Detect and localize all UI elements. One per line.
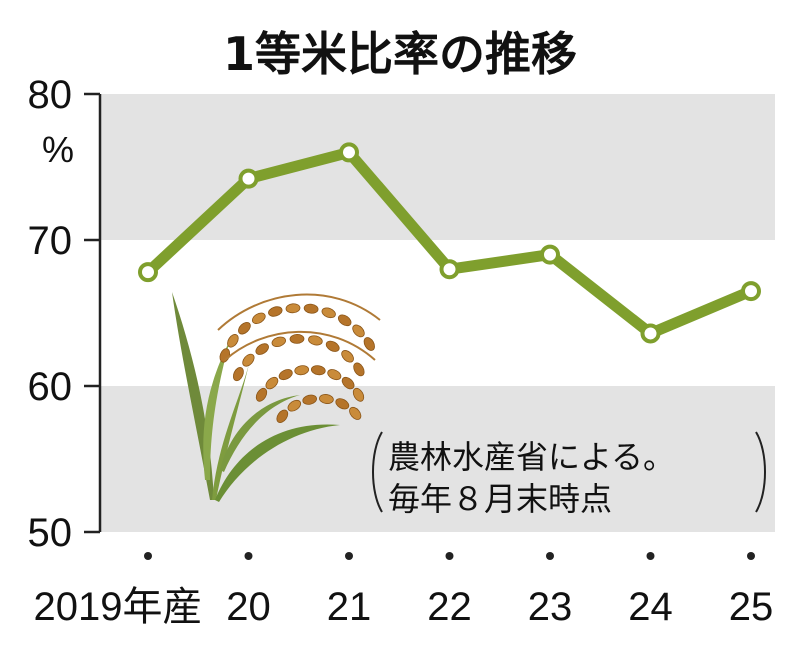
data-point-2019年産 xyxy=(138,262,158,283)
rice-grain xyxy=(287,399,302,412)
x-tick-label-21: 21 xyxy=(327,585,372,629)
y-tick-label-80: 80 xyxy=(28,73,73,117)
y-tick-labels: 50 60 70 80 xyxy=(28,73,73,555)
rice-plant-illustration xyxy=(172,292,381,502)
chart-title: 1等米比率の推移 xyxy=(223,27,577,81)
rice-grains xyxy=(217,293,381,423)
source-note-line-1: 農林水産省による。 xyxy=(388,438,675,476)
rice-grain xyxy=(276,409,289,423)
y-ticks xyxy=(84,92,100,534)
rice-grain xyxy=(232,367,244,382)
rice-grain xyxy=(278,369,293,381)
source-note: 農林水産省による。 毎年８月末時点 xyxy=(372,431,766,518)
x-dot-21 xyxy=(345,552,353,560)
series-markers xyxy=(138,142,761,344)
x-tick-label-2019年産: 2019年産 xyxy=(34,585,203,629)
x-tick-label-20: 20 xyxy=(226,585,271,629)
rice-grain xyxy=(242,353,255,367)
x-tick-label-24: 24 xyxy=(628,585,673,629)
y-tick-label-60: 60 xyxy=(28,365,73,409)
rice-grain xyxy=(271,336,287,347)
rice-grain xyxy=(268,306,283,317)
rice-grain xyxy=(327,369,342,381)
rice-grain xyxy=(319,394,334,404)
rice-grain xyxy=(265,376,279,390)
rice-grain xyxy=(310,365,326,376)
rice-grain xyxy=(363,337,375,351)
panicle-stem xyxy=(224,330,376,361)
rice-grain xyxy=(341,376,355,390)
data-point-25 xyxy=(741,281,761,302)
x-tick-label-22: 22 xyxy=(427,585,472,629)
rice-grain xyxy=(341,350,354,363)
x-dot-2019年産 xyxy=(144,552,152,560)
rice-grain xyxy=(255,343,269,355)
data-point-21 xyxy=(339,142,359,163)
x-dot-24 xyxy=(646,552,655,560)
x-tick-label-25: 25 xyxy=(729,585,774,629)
data-point-24 xyxy=(640,323,661,344)
data-point-22 xyxy=(439,259,460,280)
x-dot-25 xyxy=(747,552,755,560)
rice-grain xyxy=(255,387,268,402)
rice-grain xyxy=(337,314,352,327)
panicle-stem xyxy=(217,293,381,331)
rice-grain xyxy=(285,303,301,314)
x-dot-22 xyxy=(445,552,454,560)
rice-grain xyxy=(227,334,239,348)
rice-grain xyxy=(321,307,336,319)
rice-grain xyxy=(289,333,305,344)
rice-grain xyxy=(335,398,350,410)
x-dot-23 xyxy=(546,552,554,560)
x-tick-label-23: 23 xyxy=(528,585,573,629)
y-tick-label-70: 70 xyxy=(28,219,73,263)
rice-grain xyxy=(353,362,365,377)
data-point-20 xyxy=(238,168,259,189)
rice-grain xyxy=(325,340,340,352)
data-point-23 xyxy=(540,244,560,265)
rice-grain xyxy=(294,365,310,376)
y-unit-label: % xyxy=(42,129,74,170)
x-dots xyxy=(144,552,755,560)
y-tick-label-50: 50 xyxy=(28,511,73,555)
source-note-line-2: 毎年８月末時点 xyxy=(388,480,612,518)
rice-grain xyxy=(352,387,365,402)
rice-grain xyxy=(308,335,323,346)
rice-grain xyxy=(302,394,317,405)
x-tick-labels: 2019年産 20 21 22 23 24 25 xyxy=(34,585,774,629)
rice-grain xyxy=(303,303,319,314)
rice-grain xyxy=(352,324,365,338)
rice-grain xyxy=(238,321,251,335)
rice-grain xyxy=(251,312,266,324)
x-dot-20 xyxy=(244,552,253,560)
rice-grain xyxy=(349,406,362,420)
